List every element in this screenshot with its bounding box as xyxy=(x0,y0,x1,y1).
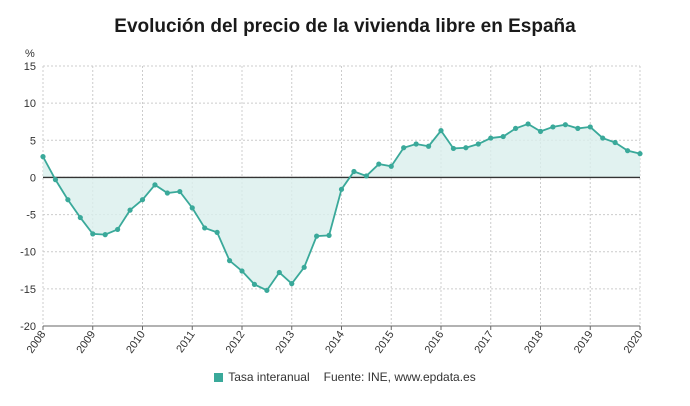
legend: Tasa interanual Fuente: INE, www.epdata.e… xyxy=(0,370,690,384)
data-point xyxy=(264,287,270,293)
data-point xyxy=(525,121,531,127)
data-point xyxy=(612,139,618,146)
x-tick-label: 2015 xyxy=(373,329,397,356)
legend-swatch xyxy=(214,373,224,382)
y-tick-label: -20 xyxy=(20,321,36,333)
data-point xyxy=(537,128,544,134)
data-point xyxy=(251,281,258,287)
series-area xyxy=(43,123,640,291)
data-point xyxy=(438,128,444,134)
data-point xyxy=(401,145,407,151)
data-point xyxy=(513,125,519,131)
y-tick-label: 15 xyxy=(24,61,36,73)
y-axis-label: % xyxy=(25,48,35,60)
data-point xyxy=(562,122,568,128)
data-point xyxy=(226,258,233,264)
x-tick-label: 2017 xyxy=(472,329,496,356)
data-point xyxy=(152,182,158,188)
y-tick-label: 10 xyxy=(24,98,36,110)
data-point xyxy=(600,135,606,141)
x-tick-label: 2010 xyxy=(124,329,148,356)
data-point xyxy=(475,141,481,147)
y-tick-label: -15 xyxy=(20,284,36,296)
x-tick-label: 2020 xyxy=(622,329,646,356)
data-point xyxy=(376,161,382,167)
data-point xyxy=(575,125,581,131)
data-point xyxy=(115,226,121,233)
data-point xyxy=(413,141,419,147)
data-point xyxy=(90,231,96,237)
data-point xyxy=(587,124,593,130)
data-point xyxy=(202,225,208,231)
y-tick-label: 5 xyxy=(30,135,36,147)
data-point xyxy=(214,229,220,235)
y-tick-label: -5 xyxy=(26,210,36,222)
x-tick-label: 2018 xyxy=(522,329,546,356)
data-point xyxy=(351,168,357,175)
x-tick-label: 2019 xyxy=(572,329,596,356)
x-tick-label: 2011 xyxy=(174,329,197,355)
chart-title: Evolución del precio de la vivienda libr… xyxy=(114,16,576,37)
x-tick-label: 2014 xyxy=(323,329,347,356)
data-point xyxy=(139,197,146,203)
data-point xyxy=(40,154,46,160)
data-point xyxy=(289,281,295,287)
data-point xyxy=(164,190,170,196)
data-point xyxy=(239,268,245,274)
y-tick-label: -10 xyxy=(20,247,36,259)
x-tick-label: 2013 xyxy=(273,329,297,356)
data-point xyxy=(326,232,332,238)
source-note: Fuente: INE, www.epdata.es xyxy=(323,370,476,384)
data-point xyxy=(314,233,320,239)
data-point xyxy=(52,177,59,183)
data-point xyxy=(425,143,432,149)
data-point xyxy=(301,264,307,270)
data-point xyxy=(127,207,133,213)
data-point xyxy=(637,151,643,157)
data-point xyxy=(500,133,506,140)
data-point xyxy=(363,173,369,179)
x-tick-label: 2012 xyxy=(224,329,248,356)
data-point xyxy=(550,124,556,130)
data-point xyxy=(624,148,631,154)
data-point xyxy=(338,186,345,192)
data-point xyxy=(177,188,183,195)
y-tick-label: 0 xyxy=(30,172,36,184)
legend-series-label: Tasa interanual xyxy=(228,370,310,384)
data-point xyxy=(276,269,282,276)
data-point xyxy=(488,135,494,141)
x-tick-label: 2016 xyxy=(423,329,447,356)
data-point xyxy=(463,145,469,151)
data-point xyxy=(102,232,108,238)
data-point xyxy=(77,214,83,221)
data-point xyxy=(388,163,394,169)
x-tick-label: 2009 xyxy=(74,329,98,356)
data-point xyxy=(450,145,457,152)
data-point xyxy=(65,197,71,203)
data-point xyxy=(189,205,195,211)
